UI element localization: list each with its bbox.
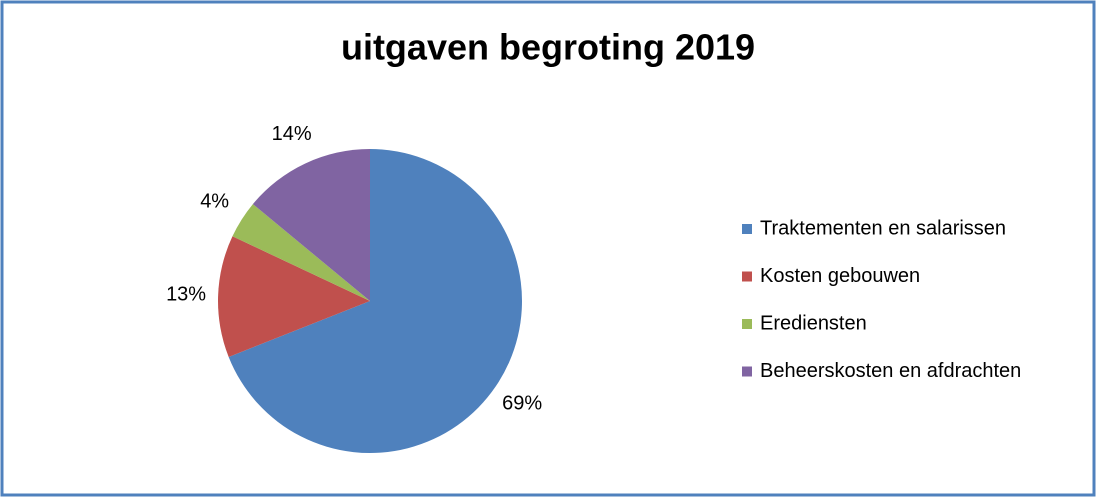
legend-swatch [742, 366, 752, 377]
pie-slice [218, 236, 370, 357]
legend-swatch [742, 224, 752, 234]
chart-title: uitgaven begroting 2019 [341, 27, 755, 68]
pie-slice [228, 149, 523, 453]
legend-label: Traktementen en salarissen [760, 217, 1006, 239]
pie-slice [232, 204, 370, 301]
legend-label: Kosten gebouwen [760, 265, 920, 287]
legend-label: Beheerskosten en afdrachten [760, 360, 1021, 382]
data-label: 4% [200, 191, 229, 213]
legend-label: Erediensten [760, 312, 867, 334]
data-label: 69% [502, 393, 542, 415]
data-label: 14% [272, 123, 312, 145]
data-label: 13% [166, 284, 206, 306]
legend-swatch [742, 319, 752, 329]
legend-swatch [742, 271, 752, 282]
pie-slice [252, 149, 370, 301]
